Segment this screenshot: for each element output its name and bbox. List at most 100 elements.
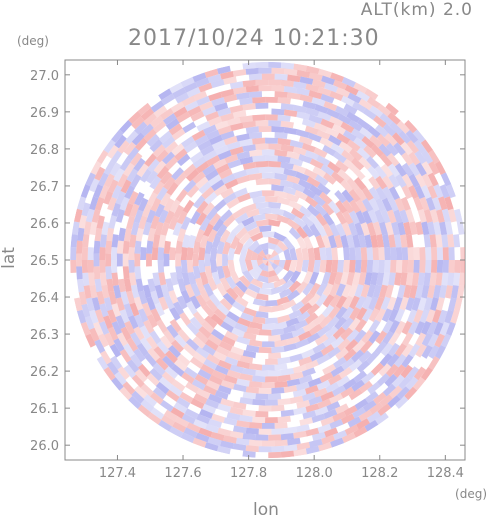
echo-cell bbox=[327, 346, 341, 359]
echo-cell bbox=[108, 215, 117, 229]
echo-cell bbox=[299, 205, 313, 218]
echo-cell bbox=[316, 353, 331, 366]
echo-cell bbox=[395, 173, 407, 188]
echo-cell bbox=[359, 126, 373, 140]
echo-cell bbox=[94, 196, 105, 211]
echo-cell bbox=[340, 327, 354, 341]
echo-cell bbox=[401, 173, 414, 188]
echo-cell bbox=[301, 247, 310, 260]
echo-cell bbox=[271, 207, 285, 216]
echo-cell bbox=[268, 219, 281, 227]
echo-cell bbox=[340, 271, 349, 286]
echo-cell bbox=[143, 128, 157, 142]
echo-cell bbox=[93, 266, 101, 280]
echo-cell bbox=[174, 334, 187, 348]
echo-cell bbox=[203, 283, 214, 297]
echo-cell bbox=[146, 314, 158, 328]
echo-cell bbox=[220, 88, 235, 98]
echo-cell bbox=[307, 260, 315, 273]
echo-cell bbox=[93, 184, 104, 199]
echo-cell bbox=[229, 270, 240, 284]
echo-cell bbox=[154, 221, 164, 236]
echo-cell bbox=[255, 219, 269, 227]
echo-cell bbox=[261, 282, 275, 289]
echo-cell bbox=[244, 221, 258, 232]
echo-cell bbox=[255, 293, 269, 301]
echo-cell bbox=[304, 149, 319, 161]
echo-cell bbox=[343, 158, 357, 172]
echo-cell bbox=[303, 235, 314, 249]
echo-cell bbox=[280, 179, 294, 188]
echo-cell bbox=[341, 76, 356, 88]
echo-cell bbox=[287, 289, 301, 302]
echo-cell bbox=[150, 197, 162, 212]
echo-cell bbox=[342, 129, 357, 142]
echo-cell bbox=[401, 343, 414, 358]
echo-cell bbox=[232, 86, 247, 95]
echo-cell bbox=[131, 116, 145, 130]
echo-cell bbox=[268, 257, 275, 260]
echo-cell bbox=[394, 163, 407, 177]
echo-cell bbox=[214, 390, 229, 400]
echo-cell bbox=[335, 403, 350, 415]
echo-cell bbox=[164, 295, 175, 310]
echo-cell bbox=[412, 129, 426, 143]
echo-cell bbox=[291, 207, 305, 219]
echo-cell bbox=[301, 260, 310, 273]
echo-cell bbox=[217, 107, 232, 117]
echo-cell bbox=[181, 372, 195, 384]
echo-cell bbox=[216, 240, 225, 255]
echo-cell bbox=[396, 386, 410, 400]
echo-cell bbox=[130, 284, 140, 299]
echo-cell bbox=[351, 128, 365, 141]
echo-cell bbox=[268, 160, 282, 168]
echo-cell bbox=[353, 329, 367, 344]
echo-cell bbox=[335, 295, 348, 310]
echo-cell bbox=[400, 272, 408, 286]
echo-cell bbox=[252, 137, 266, 145]
echo-cell bbox=[355, 210, 367, 225]
echo-cell bbox=[224, 330, 239, 342]
echo-cell bbox=[169, 82, 184, 94]
echo-cell bbox=[202, 202, 215, 216]
echo-cell bbox=[355, 295, 367, 310]
echo-cell bbox=[405, 129, 419, 144]
echo-cell bbox=[165, 389, 180, 402]
echo-cell bbox=[343, 260, 350, 273]
echo-cell bbox=[337, 113, 352, 125]
echo-cell bbox=[212, 218, 225, 232]
echo-cell bbox=[401, 152, 414, 166]
echo-cell bbox=[356, 147, 371, 161]
echo-cell bbox=[197, 368, 212, 381]
echo-cell bbox=[427, 333, 439, 348]
echo-cell bbox=[268, 370, 282, 377]
echo-cell bbox=[229, 236, 240, 250]
echo-cell bbox=[380, 163, 394, 178]
echo-cell bbox=[280, 161, 294, 170]
echo-cell bbox=[261, 149, 275, 156]
echo-cell bbox=[320, 391, 335, 402]
echo-cell bbox=[295, 381, 310, 391]
echo-cell bbox=[380, 209, 391, 224]
echo-cell bbox=[216, 253, 223, 267]
echo-cell bbox=[118, 278, 126, 293]
echo-cell bbox=[234, 187, 248, 198]
echo-cell bbox=[306, 204, 320, 217]
echo-cell bbox=[160, 108, 174, 121]
echo-cell bbox=[76, 196, 87, 211]
echo-cell bbox=[255, 411, 269, 418]
echo-cell bbox=[378, 221, 388, 236]
echo-cell bbox=[382, 186, 394, 201]
echo-cell bbox=[255, 102, 269, 109]
echo-cell bbox=[299, 302, 313, 315]
echo-cell bbox=[223, 435, 237, 444]
echo-cell bbox=[199, 408, 214, 420]
echo-cell bbox=[207, 333, 222, 346]
echo-cell bbox=[385, 284, 394, 299]
echo-cell bbox=[242, 103, 256, 111]
echo-cell bbox=[308, 213, 321, 227]
echo-cell bbox=[192, 156, 207, 169]
echo-cell bbox=[377, 403, 392, 416]
echo-cell bbox=[258, 428, 272, 435]
echo-cell bbox=[182, 163, 197, 177]
